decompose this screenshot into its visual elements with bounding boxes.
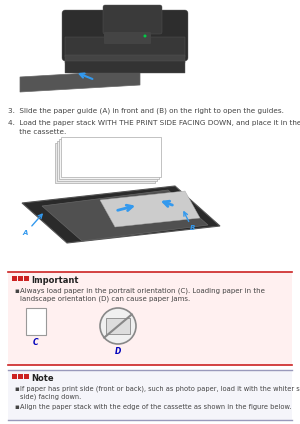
Text: Align the paper stack with the edge of the cassette as shown in the figure below: Align the paper stack with the edge of t… (20, 404, 291, 410)
Text: 4.  Load the paper stack WITH THE PRINT SIDE FACING DOWN, and place it in the ce: 4. Load the paper stack WITH THE PRINT S… (8, 120, 300, 126)
Polygon shape (61, 137, 161, 177)
Text: landscape orientation (D) can cause paper jams.: landscape orientation (D) can cause pape… (20, 296, 190, 302)
Bar (18, 276, 23, 281)
Text: Always load paper in the portrait orientation (C). Loading paper in the: Always load paper in the portrait orient… (20, 288, 265, 295)
Bar (8, 272, 292, 365)
Text: A: A (22, 230, 28, 236)
Polygon shape (20, 70, 140, 92)
Polygon shape (22, 186, 220, 243)
Text: B: B (190, 225, 196, 231)
Text: D: D (115, 347, 121, 356)
Text: If paper has print side (front or back), such as photo paper, load it with the w: If paper has print side (front or back),… (20, 386, 300, 393)
Text: Note: Note (31, 374, 54, 383)
Text: C: C (33, 338, 39, 347)
FancyBboxPatch shape (65, 37, 185, 57)
Text: 3.  Slide the paper guide (A) in front and (B) on the right to open the guides.: 3. Slide the paper guide (A) in front an… (8, 108, 284, 114)
Bar (24, 276, 29, 281)
Bar (18, 374, 23, 379)
Circle shape (143, 34, 146, 37)
Bar (24, 374, 29, 379)
Polygon shape (100, 191, 200, 227)
FancyBboxPatch shape (104, 32, 151, 44)
Text: ▪: ▪ (14, 288, 19, 294)
Text: ▪: ▪ (14, 386, 19, 392)
FancyBboxPatch shape (62, 10, 188, 61)
Polygon shape (42, 190, 208, 241)
Polygon shape (59, 139, 159, 179)
Circle shape (100, 308, 136, 344)
Polygon shape (57, 141, 157, 181)
Text: the cassette.: the cassette. (8, 129, 66, 135)
FancyBboxPatch shape (103, 5, 162, 34)
FancyBboxPatch shape (65, 61, 185, 73)
Bar (12, 276, 17, 281)
Text: ▪: ▪ (14, 404, 19, 410)
Text: side) facing down.: side) facing down. (20, 394, 81, 401)
Text: Important: Important (31, 276, 79, 285)
Polygon shape (55, 143, 155, 183)
Bar (8, 370, 292, 420)
Bar (12, 374, 17, 379)
FancyBboxPatch shape (106, 318, 130, 334)
Bar (26, 308, 46, 335)
FancyBboxPatch shape (65, 55, 185, 63)
